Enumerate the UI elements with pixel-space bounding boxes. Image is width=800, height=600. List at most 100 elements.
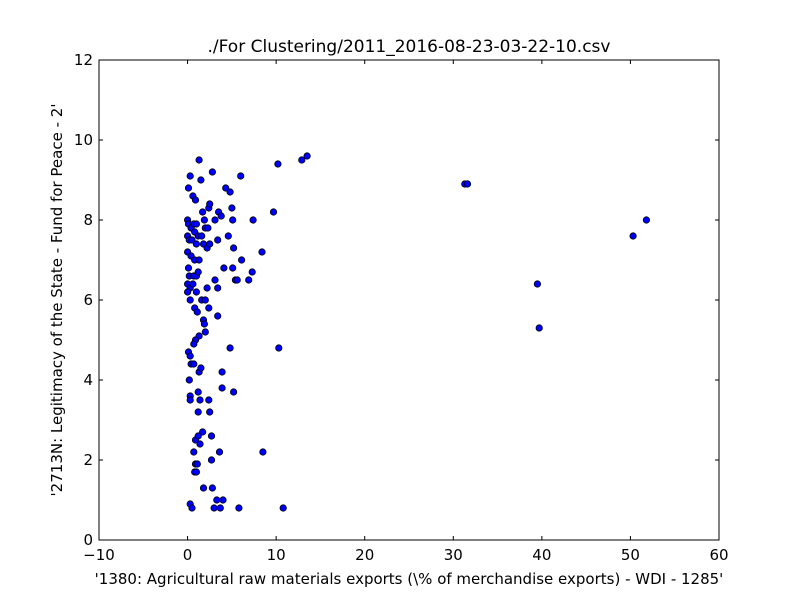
data-point bbox=[258, 248, 266, 256]
y-axis-label: '2713N: Legitimacy of the State - Fund f… bbox=[48, 104, 66, 497]
data-point bbox=[269, 208, 278, 216]
y-tick-label: 2 bbox=[83, 451, 93, 469]
data-point bbox=[235, 504, 243, 512]
data-point bbox=[194, 268, 202, 276]
data-point bbox=[192, 240, 200, 248]
data-point bbox=[207, 432, 216, 440]
y-tick-label: 4 bbox=[83, 371, 93, 389]
data-point bbox=[224, 232, 232, 240]
data-point bbox=[629, 232, 637, 240]
ticks-layer bbox=[98, 59, 720, 541]
y-tick-label: 6 bbox=[83, 291, 93, 309]
data-point bbox=[535, 324, 543, 332]
y-tick-label: 8 bbox=[83, 211, 93, 229]
data-point bbox=[190, 360, 198, 368]
data-point bbox=[199, 428, 207, 436]
data-point bbox=[210, 504, 218, 512]
data-point bbox=[184, 264, 193, 272]
data-point bbox=[186, 296, 194, 304]
data-point bbox=[206, 408, 214, 416]
data-point bbox=[219, 496, 227, 504]
data-point bbox=[192, 468, 200, 476]
data-point bbox=[211, 276, 219, 284]
data-point bbox=[199, 484, 208, 492]
data-point bbox=[205, 396, 213, 404]
chart-title: ./For Clustering/2011_2016-08-23-03-22-1… bbox=[208, 37, 611, 57]
x-tick-label: 10 bbox=[267, 546, 286, 564]
data-point bbox=[298, 156, 306, 164]
data-point bbox=[226, 188, 234, 196]
data-point bbox=[196, 396, 204, 404]
x-tick-label: 0 bbox=[183, 546, 193, 564]
data-point bbox=[275, 344, 283, 352]
data-point bbox=[248, 268, 256, 276]
data-point bbox=[199, 208, 207, 216]
data-point bbox=[190, 448, 198, 456]
data-point bbox=[204, 224, 212, 232]
data-point bbox=[218, 384, 226, 392]
data-point bbox=[198, 232, 206, 240]
data-point bbox=[229, 264, 237, 272]
data-point bbox=[463, 180, 472, 188]
data-point bbox=[207, 456, 216, 464]
data-point bbox=[238, 256, 246, 264]
data-point bbox=[211, 216, 219, 224]
y-tick-label: 10 bbox=[74, 131, 93, 149]
data-point bbox=[218, 368, 226, 376]
data-point bbox=[197, 176, 205, 184]
data-point bbox=[206, 200, 214, 208]
data-point bbox=[188, 236, 196, 244]
data-point bbox=[220, 264, 228, 272]
data-point bbox=[192, 288, 200, 296]
data-point bbox=[194, 408, 202, 416]
data-point bbox=[193, 308, 201, 316]
x-tick-label: 60 bbox=[709, 546, 728, 564]
data-point bbox=[249, 216, 257, 224]
x-tick-label: −10 bbox=[83, 546, 115, 564]
data-point bbox=[214, 312, 222, 320]
data-point bbox=[245, 276, 253, 284]
data-point bbox=[195, 256, 203, 264]
data-point bbox=[259, 448, 267, 456]
data-point bbox=[195, 156, 203, 164]
data-point bbox=[194, 432, 202, 440]
data-point bbox=[222, 184, 230, 192]
data-point bbox=[197, 364, 205, 372]
data-point bbox=[228, 204, 236, 212]
data-point bbox=[215, 448, 224, 456]
x-tick-label: 30 bbox=[444, 546, 463, 564]
data-point bbox=[208, 484, 216, 492]
data-point bbox=[196, 440, 204, 448]
y-tick-label: 12 bbox=[74, 51, 93, 69]
x-tick-label: 20 bbox=[355, 546, 374, 564]
data-point bbox=[186, 352, 194, 360]
data-point bbox=[201, 328, 209, 336]
data-point bbox=[226, 344, 234, 352]
data-point bbox=[230, 388, 238, 396]
y-tick-label: 0 bbox=[83, 531, 93, 549]
data-point bbox=[214, 236, 222, 244]
data-point bbox=[303, 152, 311, 160]
data-point bbox=[190, 340, 198, 348]
data-point bbox=[279, 504, 287, 512]
data-point bbox=[200, 216, 208, 224]
data-point bbox=[206, 240, 214, 248]
data-point bbox=[203, 284, 211, 292]
data-point bbox=[642, 216, 651, 224]
data-point bbox=[216, 504, 224, 512]
data-point bbox=[229, 216, 237, 224]
data-point bbox=[194, 388, 202, 396]
data-point bbox=[533, 280, 542, 288]
data-point bbox=[189, 280, 197, 288]
x-tick-label: 50 bbox=[621, 546, 640, 564]
data-point bbox=[205, 304, 213, 312]
data-point bbox=[186, 172, 194, 180]
data-point bbox=[214, 284, 222, 292]
data-point bbox=[213, 496, 221, 504]
data-point bbox=[186, 396, 194, 404]
data-point bbox=[237, 172, 245, 180]
x-axis-label: '1380: Agricultural raw materials export… bbox=[95, 570, 724, 588]
data-point bbox=[230, 244, 238, 252]
